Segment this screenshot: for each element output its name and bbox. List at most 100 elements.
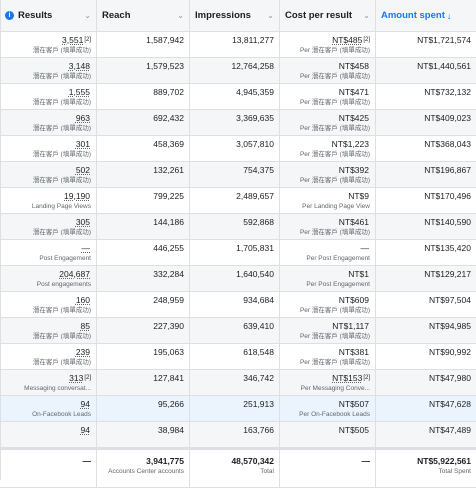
results-cell: 94 (0, 422, 97, 447)
table-row[interactable]: 3,148 潛在客戶 (填單成功) 1,579,523 12,764,258 NT$45… (0, 58, 476, 84)
cost-per-result-type: Per Post Engagement (306, 255, 370, 262)
amount-spent-cell: NT$732,132 (376, 84, 476, 109)
cost-per-result-value: NT$9 (348, 191, 369, 201)
reach-value: 144,186 (153, 217, 184, 227)
table-body: 3,551[2] 潛在客戶 (填單成功) 1,587,942 13,811,277 NT… (0, 32, 476, 448)
chevron-down-icon[interactable]: ⌄ (363, 11, 370, 20)
results-type: 潛在客戶 (填單成功) (32, 125, 91, 132)
results-value[interactable]: — (81, 243, 91, 253)
table-row[interactable]: 85 潛在客戶 (填單成功) 227,390 639,410 NT$1,117 Per 潛… (0, 318, 476, 344)
results-value[interactable]: 204,687 (59, 269, 90, 279)
results-footnote[interactable]: [2] (84, 37, 91, 43)
chevron-down-icon[interactable]: ⌄ (84, 11, 91, 20)
reach-value: 799,225 (153, 191, 184, 201)
reach-value: 38,984 (158, 425, 184, 435)
column-header-amount-spent[interactable]: Amount spent ↓ (376, 0, 476, 31)
cost-per-result-value: NT$485 (332, 35, 363, 45)
table-row[interactable]: 963 潛在客戶 (填單成功) 692,432 3,369,635 NT$425 Per … (0, 110, 476, 136)
sort-descending-icon[interactable]: ↓ (446, 10, 452, 21)
impressions-value: 2,489,657 (236, 191, 274, 201)
results-value[interactable]: 19,190 (64, 191, 90, 201)
cost-per-result-type: Per 潛在客戶 (填單成功) (299, 99, 370, 106)
reach-cell: 127,841 (97, 370, 190, 395)
reach-cell: 132,261 (97, 162, 190, 187)
results-value[interactable]: 305 (75, 217, 90, 227)
table-row[interactable]: 3,551[2] 潛在客戶 (填單成功) 1,587,942 13,811,277 NT… (0, 32, 476, 58)
table-row[interactable]: 94 38,984 163,766 NT$505 NT$47,489 (0, 422, 476, 448)
results-value[interactable]: 502 (75, 165, 90, 175)
table-row[interactable]: 502 潛在客戶 (填單成功) 132,261 754,375 NT$392 Per 潛在… (0, 162, 476, 188)
total-cost-per-result: — (361, 456, 371, 466)
impressions-cell: 3,057,810 (190, 136, 280, 161)
table-row[interactable]: 160 潛在客戶 (填單成功) 248,959 934,684 NT$609 Per 潛在… (0, 292, 476, 318)
total-amount-spent-label: Total Spent (438, 468, 471, 475)
chevron-down-icon[interactable]: ⌄ (177, 11, 184, 20)
impressions-value: 618,548 (243, 347, 274, 357)
column-header-cost-per-result[interactable]: Cost per result ⌄ (280, 0, 376, 31)
results-value[interactable]: 313 (69, 373, 84, 383)
results-value[interactable]: 94 (80, 425, 90, 435)
impressions-value: 934,684 (243, 295, 274, 305)
results-value[interactable]: 301 (75, 139, 90, 149)
table-row[interactable]: 239 潛在客戶 (填單成功) 195,063 618,548 NT$381 Per 潛在… (0, 344, 476, 370)
table-row[interactable]: 19,190 Landing Page Views 799,225 2,489,657… (0, 188, 476, 214)
column-header-label: Amount spent (381, 10, 445, 21)
table-row[interactable]: 94 On-Facebook Leads 95,266 251,913 NT$507 Pe… (0, 396, 476, 422)
reach-cell: 332,284 (97, 266, 190, 291)
amount-spent-value: NT$97,504 (428, 295, 471, 305)
results-value[interactable]: 160 (75, 295, 90, 305)
impressions-value: 1,705,831 (236, 243, 274, 253)
cost-per-result-footnote[interactable]: [2] (363, 37, 370, 43)
cost-per-result-type: Per 潛在客戶 (填單成功) (299, 229, 370, 236)
results-footnote[interactable]: [2] (84, 375, 91, 381)
results-cell: 502 潛在客戶 (填單成功) (0, 162, 97, 187)
column-header-impressions[interactable]: Impressions ⌄ (190, 0, 280, 31)
amount-spent-cell: NT$196,867 (376, 162, 476, 187)
reach-cell: 95,266 (97, 396, 190, 421)
results-cell: 963 潛在客戶 (填單成功) (0, 110, 97, 135)
table-row[interactable]: 204,687 Post engagements 332,284 1,640,540 N… (0, 266, 476, 292)
results-value[interactable]: 1,555 (68, 87, 90, 97)
chevron-down-icon[interactable]: ⌄ (267, 11, 274, 20)
impressions-value: 346,742 (243, 373, 274, 383)
total-reach-label: Accounts Center accounts (108, 468, 184, 475)
cost-per-result-value: NT$458 (338, 61, 369, 71)
results-value[interactable]: 239 (75, 347, 90, 357)
cost-per-result-type: Per 潛在客戶 (填單成功) (299, 125, 370, 132)
results-type: Messaging conversat... (24, 385, 91, 392)
table-row[interactable]: 305 潛在客戶 (填單成功) 144,186 592,868 NT$461 Per 潛在… (0, 214, 476, 240)
results-type: Post Engagement (39, 255, 91, 262)
amount-spent-cell: NT$47,980 (376, 370, 476, 395)
impressions-value: 592,868 (243, 217, 274, 227)
total-amount-spent: NT$5,922,561 (417, 456, 471, 466)
table-row[interactable]: — Post Engagement 446,255 1,705,831 — Per Pos… (0, 240, 476, 266)
amount-spent-cell: NT$1,440,561 (376, 58, 476, 83)
results-value[interactable]: 85 (80, 321, 90, 331)
table-row[interactable]: 301 潛在客戶 (填單成功) 458,369 3,057,810 NT$1,223 Pe… (0, 136, 476, 162)
reach-cell: 195,063 (97, 344, 190, 369)
results-cell: 3,551[2] 潛在客戶 (填單成功) (0, 32, 97, 57)
cost-per-result-type: Per 潛在客戶 (填單成功) (299, 333, 370, 340)
results-value[interactable]: 963 (75, 113, 90, 123)
reach-cell: 799,225 (97, 188, 190, 213)
amount-spent-value: NT$140,590 (424, 217, 471, 227)
results-value[interactable]: 3,148 (68, 61, 90, 71)
results-type: 潛在客戶 (填單成功) (32, 99, 91, 106)
amount-spent-value: NT$94,985 (428, 321, 471, 331)
amount-spent-value: NT$129,217 (424, 269, 471, 279)
reach-value: 1,579,523 (146, 61, 184, 71)
results-value[interactable]: 3,551 (62, 35, 84, 45)
results-value[interactable]: 94 (80, 399, 90, 409)
amount-spent-value: NT$47,980 (428, 373, 471, 383)
impressions-value: 3,057,810 (236, 139, 274, 149)
cost-per-result-cell: NT$1 Per Post Engagement (280, 266, 376, 291)
cost-per-result-footnote[interactable]: [2] (363, 375, 370, 381)
column-header-reach[interactable]: Reach ⌄ (97, 0, 190, 31)
table-row[interactable]: 1,555 潛在客戶 (填單成功) 889,702 4,945,359 NT$471 Pe… (0, 84, 476, 110)
table-row[interactable]: 313[2] Messaging conversat... 127,841 346,7… (0, 370, 476, 396)
column-header-results[interactable]: i Results ⌄ (0, 0, 97, 31)
cost-per-result-cell: NT$9 Per Landing Page View (280, 188, 376, 213)
info-icon[interactable]: i (5, 11, 14, 20)
cost-per-result-value: NT$1,223 (331, 139, 369, 149)
